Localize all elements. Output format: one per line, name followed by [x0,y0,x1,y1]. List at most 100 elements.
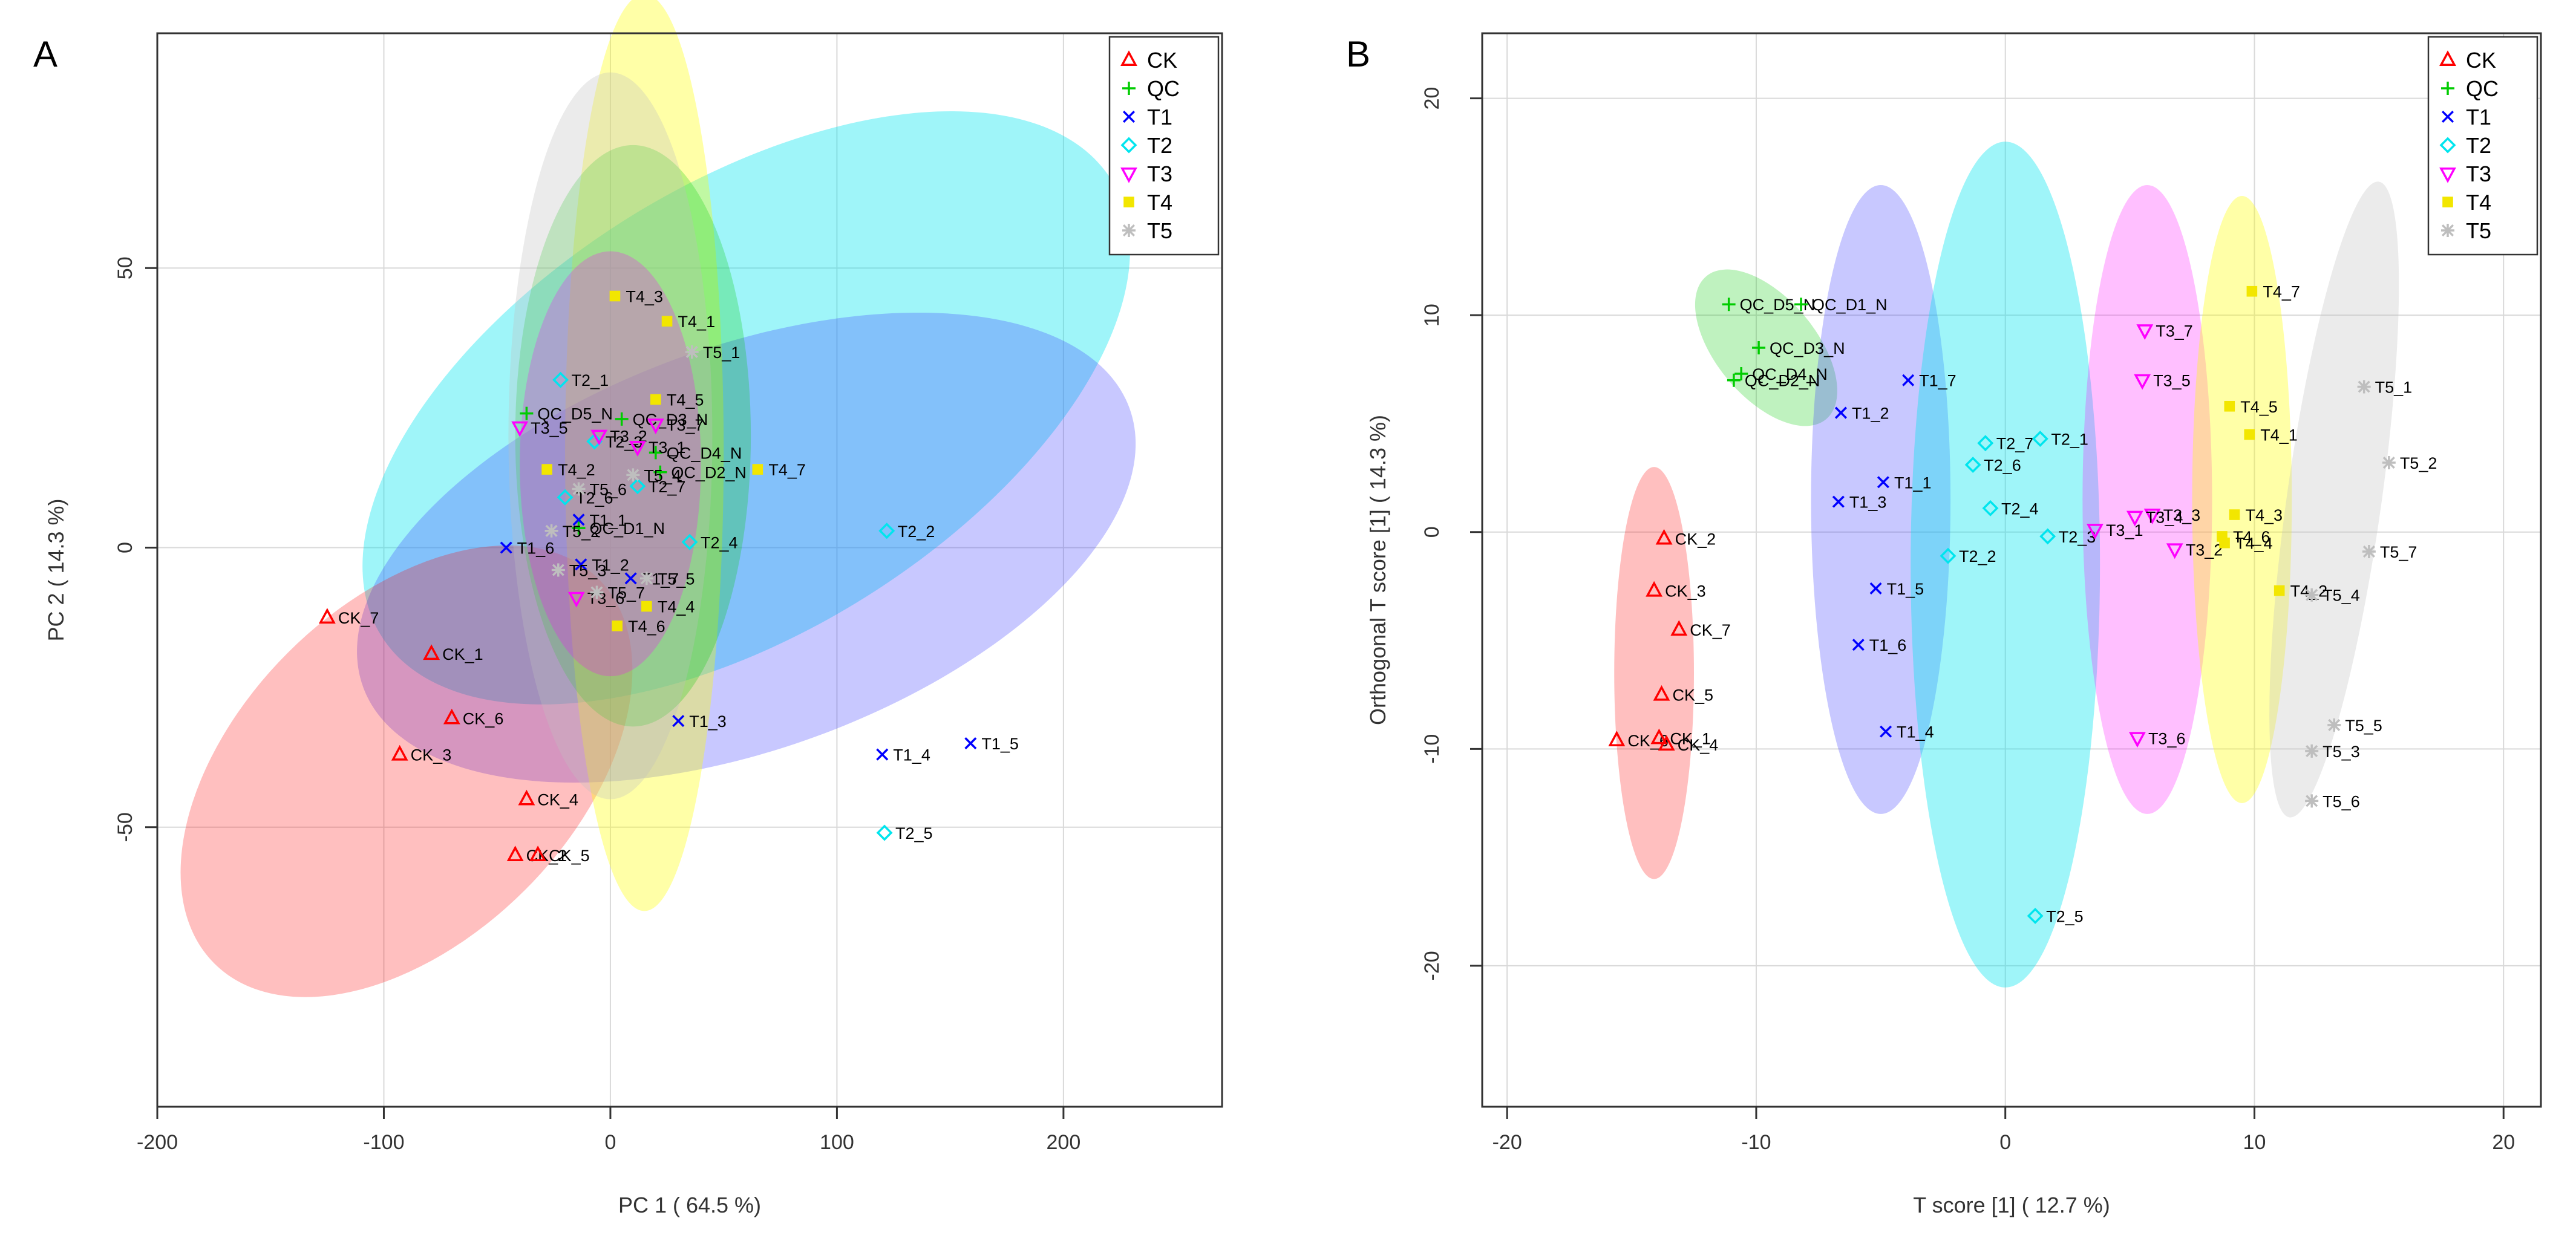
point-label: T5_3 [569,562,607,580]
point-label: T4_2 [558,461,595,479]
point-label: QC_D4_N [1752,365,1828,383]
point-t2-1 [2032,431,2048,448]
legend-label-t3: T3 [2466,161,2491,186]
point-t5-6 [572,482,586,496]
point-label: T4_3 [626,288,663,306]
point-t2-6 [1964,457,1981,474]
point-label: T2_6 [1984,457,2021,475]
point-label: QC_D2_N [1745,372,1820,390]
legend-marker-ck [1120,50,1137,66]
panel-b: CK_2CK_3CK_7CK_5CK_6 CK_1CK_4QC_D5_NQC_D1… [1346,32,2542,1217]
point-label: CK_1 [442,645,483,663]
x-tick-label: 200 [1047,1131,1081,1154]
point-t3-2 [2166,543,2183,559]
point-label: T3_3 [2163,506,2201,524]
point-label: CK_5 [549,847,590,865]
point-label: T3_1 [649,438,686,457]
point-label: T5_6 [590,480,627,498]
point-ck-3 [391,744,408,761]
point-label: T1_2 [592,556,629,574]
point-label: T4_1 [2260,426,2298,444]
point-t4-6 [612,620,623,631]
point-label: T4_6 [628,617,665,636]
point-t2-2 [1940,547,1957,564]
point-label: T4_3 [2246,506,2283,524]
ellipse-t4 [2192,195,2292,803]
legend-marker-t2 [1120,137,1137,154]
point-label: T5_6 [2323,792,2360,810]
point-label: T2_2 [898,523,935,541]
point-t1-7 [624,572,637,585]
point-t2-2 [878,523,895,539]
legend-label-qc: QC [1147,76,1180,101]
panel-label: B [1346,34,1370,74]
point-label: T2_5 [895,824,933,842]
point-label: T3_6 [2148,729,2186,748]
point-qc-d1-n [1794,298,1808,311]
point-label: CK_3 [411,746,452,764]
point-label: QC_D3_N [633,411,708,429]
legend-marker-t1 [2441,110,2454,123]
point-label: T5_4 [644,466,681,484]
point-t2-7 [1977,435,1994,452]
point-label: T4_6 [2233,528,2270,546]
point-label: T5_4 [2323,587,2360,605]
x-tick-label: -20 [1492,1131,1522,1154]
point-t5-7 [590,585,604,599]
x-tick-label: -10 [1741,1131,1771,1154]
legend: CK QC T1 T2 T3 T4 T5 [2427,36,2538,256]
legend-label-t4: T4 [1147,190,1172,215]
point-ck-4 [518,789,535,806]
legend-marker-qc [1122,82,1136,95]
point-t5-5 [2327,718,2341,732]
point-t3-3 [2143,509,2161,524]
point-label: T1_3 [1849,493,1887,512]
point-ck-7 [1670,620,1688,636]
data-points: CK_2CK_3CK_7CK_5CK_6 CK_1CK_4QC_D5_NQC_D1… [1608,283,2437,925]
point-t5-2 [2382,456,2396,469]
legend-marker-t4 [1123,197,1134,207]
point-label: QC_D4_N [667,444,742,462]
point-label: T4_5 [2240,398,2278,416]
legend-label-t2: T2 [2466,133,2491,158]
point-label: T1_4 [893,746,930,764]
point-t3-4 [2126,510,2143,527]
point-t3-7 [647,419,664,434]
point-label: T2_1 [2051,431,2088,449]
point-t4-3 [609,290,621,302]
y-tick-label: 10 [1420,304,1443,327]
point-t1-1 [572,513,585,526]
y-tick-label: -10 [1420,734,1443,764]
point-label: T5_2 [563,523,600,541]
point-t4-4 [641,601,652,612]
point-label: T3_7 [2156,322,2193,340]
point-ck-6 [1608,731,1626,746]
point-label: T5_7 [607,584,645,602]
point-ck-2 [1655,529,1673,545]
point-t3-6 [2129,732,2146,748]
point-t3-7 [2136,324,2154,340]
point-t2-7 [629,478,646,495]
x-tick-label: 20 [2492,1131,2515,1154]
point-label: T4_4 [658,598,695,616]
ellipse-ck [180,545,633,997]
legend-marker-t1 [1122,110,1136,123]
point-t5-3 [551,563,565,577]
x-tick-label: -100 [363,1131,404,1154]
x-tick-label: 0 [604,1131,616,1154]
point-t1-1 [1877,476,1889,489]
legend-label-t3: T3 [1147,161,1172,186]
point-label: T2_1 [572,371,609,389]
point-label: T2_2 [1959,547,1996,565]
point-label: T1_1 [590,511,627,529]
point-label: T1_4 [1897,723,1934,741]
legend-marker-t4 [2442,197,2453,207]
point-label: T4_5 [667,391,704,409]
ellipse-t2 [1911,142,2100,988]
point-label: T4_7 [2263,283,2300,301]
point-qc-d4-n [649,446,662,460]
y-tick-label: 50 [114,256,137,279]
point-t1-5 [1869,582,1882,595]
point-label: T1_7 [1919,372,1957,390]
point-label: T3_7 [667,416,704,434]
